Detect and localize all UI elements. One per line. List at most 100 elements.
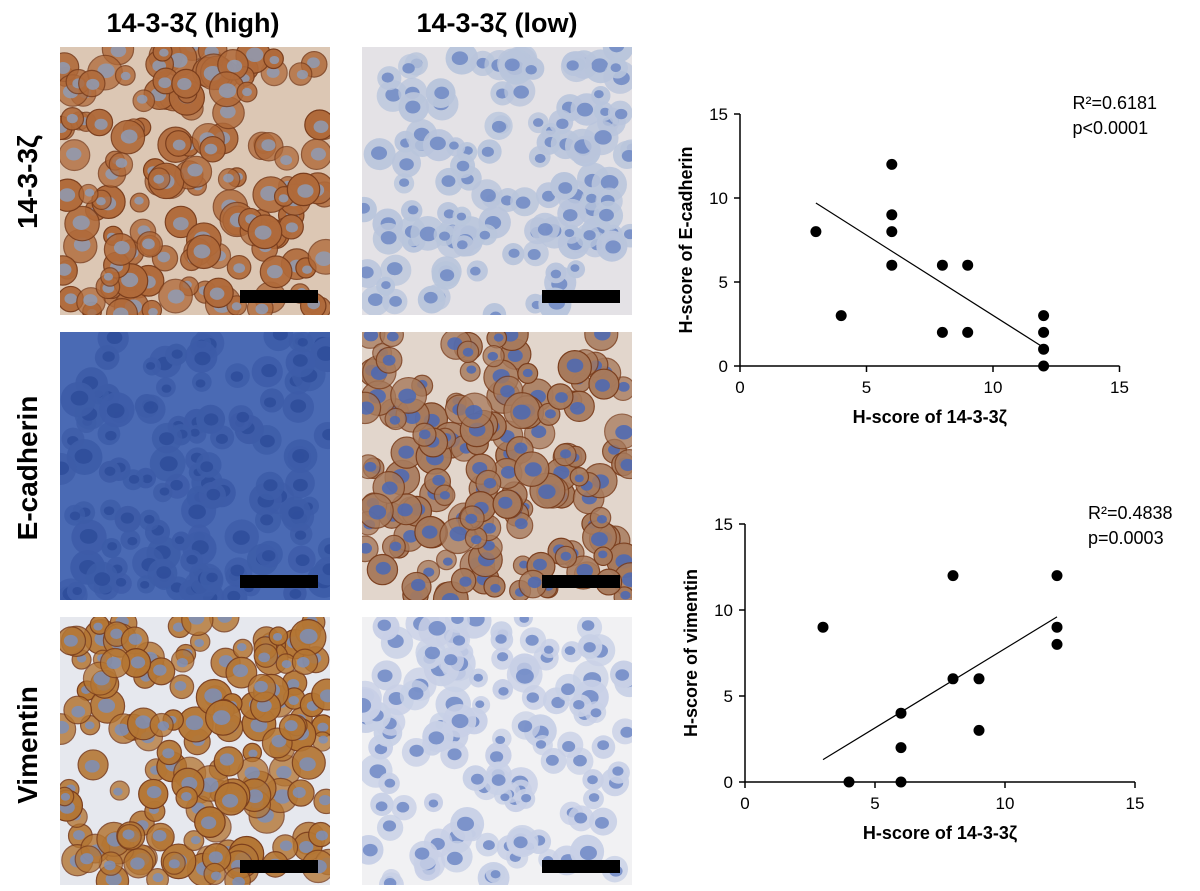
data-point (1038, 310, 1050, 322)
cell-nucleus (429, 136, 446, 151)
cell-nucleus (193, 244, 211, 259)
cell-nucleus (204, 143, 218, 155)
cell-nucleus (297, 184, 314, 198)
cell-nucleus (389, 541, 402, 552)
micrograph-high-vimentin (60, 617, 330, 885)
cell-nucleus (598, 550, 608, 559)
cell-nucleus (230, 564, 245, 577)
cell-nucleus (319, 689, 330, 703)
cell-nucleus (106, 656, 122, 670)
cell-nucleus (620, 458, 632, 472)
cell-nucleus (279, 840, 293, 851)
cell-nucleus (441, 175, 456, 187)
cell-nucleus (322, 563, 330, 576)
cell-nucleus (419, 226, 438, 242)
cell-nucleus (564, 646, 576, 656)
cell (602, 47, 632, 63)
cell-nucleus (280, 155, 293, 166)
cell-nucleus (594, 90, 604, 99)
cell-nucleus (504, 58, 520, 72)
cell-nucleus (514, 518, 528, 530)
cell-nucleus (517, 720, 533, 733)
cell-nucleus (86, 78, 100, 90)
x-tick-label: 15 (1110, 378, 1129, 397)
cell-nucleus (550, 269, 562, 279)
data-point (886, 226, 898, 238)
cell-nucleus (258, 652, 271, 663)
cell-nucleus (248, 749, 258, 758)
cell-nucleus (287, 679, 300, 690)
cell-nucleus (272, 332, 288, 341)
cell-nucleus (386, 262, 403, 276)
cell-nucleus (299, 840, 314, 854)
cell-nucleus (381, 281, 391, 290)
cell-nucleus (614, 108, 628, 120)
cell-nucleus (232, 664, 249, 678)
cell-nucleus (397, 503, 413, 517)
cell-nucleus (219, 753, 235, 766)
cell-nucleus (605, 240, 621, 254)
micrograph-high-e-cadherin (60, 332, 330, 600)
cell-nucleus (470, 773, 484, 785)
cell-nucleus (223, 173, 234, 183)
micrograph-image (60, 332, 330, 600)
cell-nucleus (556, 118, 569, 129)
cell-nucleus (172, 622, 185, 632)
cell-nucleus (524, 462, 542, 477)
cell-nucleus (459, 576, 472, 587)
scale-bar (542, 575, 620, 588)
cell-nucleus (479, 230, 491, 240)
cell (362, 686, 382, 723)
cell-nucleus (449, 526, 468, 542)
micrograph-image (362, 332, 632, 600)
micrograph-image (362, 47, 632, 315)
cell-nucleus (84, 759, 100, 773)
cell-nucleus (146, 785, 162, 799)
cell-nucleus (538, 484, 556, 500)
cell-nucleus (174, 536, 185, 545)
cell-nucleus (276, 765, 292, 779)
cell-nucleus (513, 836, 528, 849)
cell-nucleus (439, 269, 455, 282)
cell-nucleus (83, 294, 98, 307)
cell-nucleus (200, 461, 214, 473)
cell-nucleus (381, 481, 398, 495)
cell-nucleus (158, 77, 172, 89)
y-tick-label: 10 (709, 189, 728, 208)
cell-nucleus (322, 428, 330, 441)
cell-nucleus (135, 715, 152, 729)
cell-nucleus (157, 721, 170, 731)
cell-nucleus (128, 633, 143, 645)
cell-nucleus (398, 445, 414, 459)
cell-nucleus (316, 346, 330, 361)
data-point (886, 259, 898, 271)
cell-nucleus (130, 857, 145, 870)
cell-nucleus (432, 474, 446, 486)
scale-bar (542, 860, 620, 873)
cell-nucleus (377, 619, 392, 631)
cell-nucleus (561, 683, 575, 696)
cell-nucleus (500, 793, 510, 802)
cell-nucleus (134, 196, 144, 205)
cell-nucleus (120, 512, 135, 524)
cell-nucleus (93, 622, 103, 631)
regression-line (815, 202, 1044, 349)
cell-nucleus (411, 578, 426, 592)
cell-nucleus (362, 698, 372, 713)
column-title-low: 14-3-3ζ (low) (416, 8, 578, 38)
cell-nucleus (537, 223, 553, 236)
y-tick-label: 0 (719, 357, 728, 376)
x-tick-label: 0 (735, 378, 744, 397)
cell-nucleus (451, 713, 469, 729)
cell-nucleus (292, 478, 308, 492)
cell-nucleus (380, 231, 397, 245)
cell-nucleus (473, 673, 484, 682)
micrograph-low-e-cadherin (362, 332, 632, 600)
cell-nucleus (121, 272, 139, 288)
cell-nucleus (487, 351, 499, 361)
cell-nucleus (106, 332, 123, 345)
cell-nucleus (84, 188, 95, 197)
cell-nucleus (490, 870, 501, 879)
cell-nucleus (522, 368, 533, 378)
cell-nucleus (512, 404, 531, 420)
